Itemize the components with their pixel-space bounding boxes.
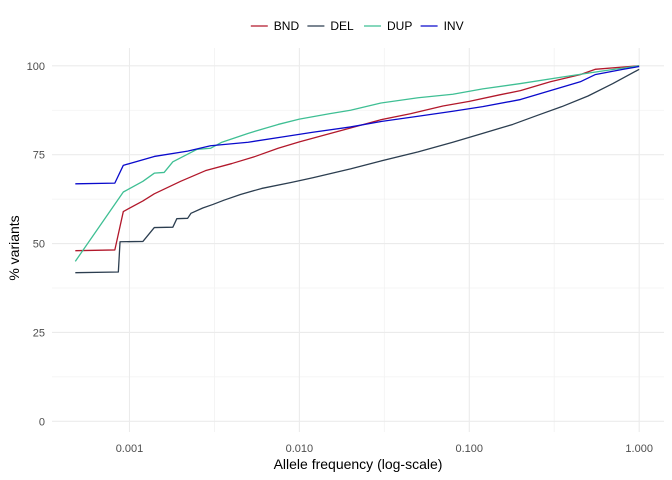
minor-gridlines: [52, 48, 664, 432]
series-lines: [74, 65, 640, 274]
legend-label-del: DEL: [330, 19, 354, 33]
y-tick-label: 50: [33, 239, 45, 251]
legend-label-inv: INV: [444, 19, 464, 33]
legend-label-bnd: BND: [274, 19, 300, 33]
series-line-inv: [75, 65, 640, 185]
x-axis-ticks: 0.001 0.010 0.100 1.000: [116, 443, 653, 455]
y-tick-label: 0: [39, 416, 45, 428]
y-axis-ticks: 0 25 50 75 100: [27, 61, 45, 429]
y-tick-label: 75: [33, 150, 45, 162]
series-line-dup: [74, 65, 640, 262]
series-line-bnd: [75, 65, 640, 252]
x-tick-label: 0.001: [116, 443, 144, 455]
x-tick-label: 1.000: [625, 443, 653, 455]
y-tick-label: 25: [33, 327, 45, 339]
y-tick-label: 100: [27, 61, 45, 73]
legend: BND DEL DUP INV: [250, 19, 464, 33]
x-axis-title: Allele frequency (log-scale): [274, 456, 443, 472]
major-gridlines: [52, 48, 664, 432]
x-tick-label: 0.010: [286, 443, 314, 455]
y-axis-title: % variants: [6, 215, 22, 280]
x-tick-label: 0.100: [456, 443, 484, 455]
series-line-del: [75, 68, 640, 274]
legend-label-dup: DUP: [387, 19, 412, 33]
